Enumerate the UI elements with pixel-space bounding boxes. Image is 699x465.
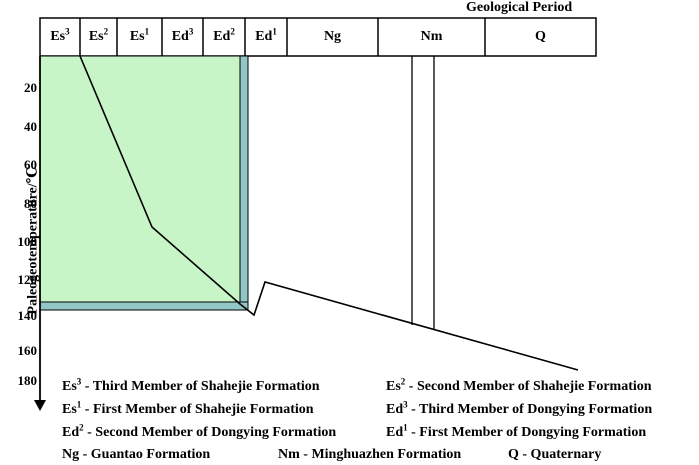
period-header xyxy=(39,17,597,57)
diagram-title: Geological Period xyxy=(466,0,573,15)
paleotemperature-curve xyxy=(79,55,579,371)
base-band xyxy=(39,301,249,311)
y-tick-160: 160 xyxy=(17,343,38,358)
legend-es2: Es2 - Second Member of Shahejie Formatio… xyxy=(386,376,652,394)
legend-es3: Es3 - Third Member of Shahejie Formation xyxy=(62,376,320,394)
legend-q: Q - Quaternary xyxy=(508,447,602,462)
y-tick-60: 60 xyxy=(24,157,37,172)
period-ed3: Ed3 xyxy=(171,26,194,44)
period-ng: Ng xyxy=(323,29,342,44)
legend-ed1: Ed1 - First Member of Dongying Formation xyxy=(386,422,647,440)
y-tick-100: 100 xyxy=(17,234,38,249)
period-es2: Es2 xyxy=(88,26,109,44)
period-es1: Es1 xyxy=(129,26,150,44)
y-tick-20: 20 xyxy=(24,80,37,95)
period-nm: Nm xyxy=(420,29,443,44)
legend-nm: Nm - Minghuazhen Formation xyxy=(278,447,462,462)
ed2-band xyxy=(239,55,249,311)
y-tick-80: 80 xyxy=(24,196,37,211)
legend-ed2: Ed2 - Second Member of Dongying Formatio… xyxy=(62,422,337,440)
period-ed1: Ed1 xyxy=(255,26,277,44)
period-q: Q xyxy=(535,29,546,44)
period-ed2: Ed2 xyxy=(213,26,235,44)
heating-region xyxy=(39,55,241,307)
y-tick-120: 120 xyxy=(17,272,38,287)
y-axis-arrow xyxy=(34,400,46,411)
legend-es1: Es1 - First Member of Shahejie Formation xyxy=(62,399,314,417)
period-es3: Es3 xyxy=(50,26,70,44)
legend-ng: Ng - Guantao Formation xyxy=(62,447,211,462)
y-tick-140: 140 xyxy=(17,308,38,323)
y-tick-180: 180 xyxy=(17,373,38,388)
legend-ed3: Ed3 - Third Member of Dongying Formation xyxy=(386,399,653,417)
y-tick-40: 40 xyxy=(24,119,37,134)
